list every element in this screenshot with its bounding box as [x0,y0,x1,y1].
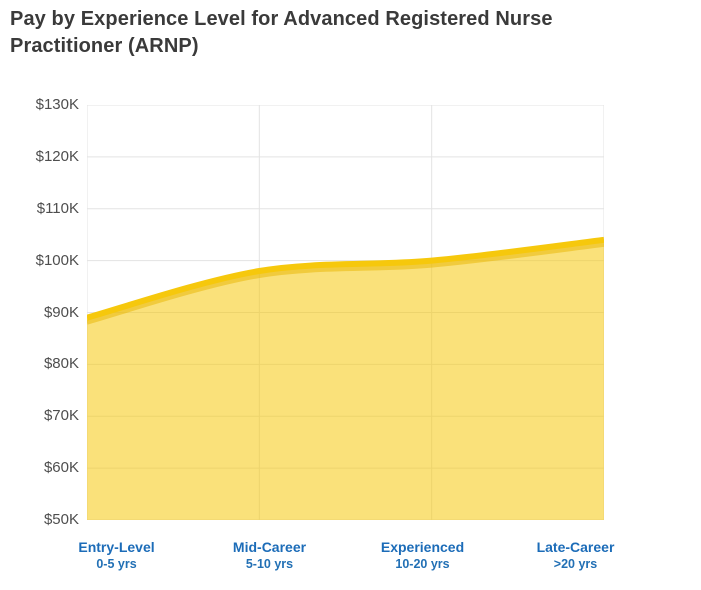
x-category-years: >20 yrs [553,557,598,571]
x-category-years: 5-10 yrs [245,557,294,571]
x-category-label: Entry-Level [78,539,155,555]
pay-area-fill [87,239,604,520]
y-tick-label: $80K [43,355,79,373]
x-category: Experienced 10-20 yrs [346,538,499,572]
y-tick-label: $60K [43,459,79,477]
x-category: Late-Career >20 yrs [499,538,652,572]
x-category: Entry-Level 0-5 yrs [40,538,193,572]
x-category-years: 10-20 yrs [395,557,450,571]
pay-by-experience-chart: $130K $120K $110K $100K $90K $80K $70K $60K $50K… [0,96,701,590]
pay-line [87,236,604,321]
y-tick-label: $50K [43,511,79,528]
chart-plot-area[interactable] [87,105,604,520]
page-title: Pay by Experience Level for Advanced Reg… [10,8,553,57]
y-tick-label: $120K [35,147,79,165]
x-axis: Entry-Level 0-5 yrs Mid-Career 5-10 yrs Expe… [40,538,652,572]
x-category-label: Mid-Career [232,539,307,555]
y-tick-label: $110K [36,199,79,217]
y-tick-label: $90K [43,303,79,321]
x-category: Mid-Career 5-10 yrs [193,538,346,572]
x-category-years: 0-5 yrs [96,557,137,571]
pay-area-chart-svg[interactable] [87,105,604,520]
y-tick-label: $100K [35,251,79,269]
x-category-label: Late-Career [536,539,615,555]
y-tick-label: $70K [43,407,79,425]
y-tick-label: $130K [35,96,79,113]
y-axis: $130K $120K $110K $100K $90K $80K $70K $60K $50K [0,96,79,528]
x-category-label: Experienced [380,539,465,555]
